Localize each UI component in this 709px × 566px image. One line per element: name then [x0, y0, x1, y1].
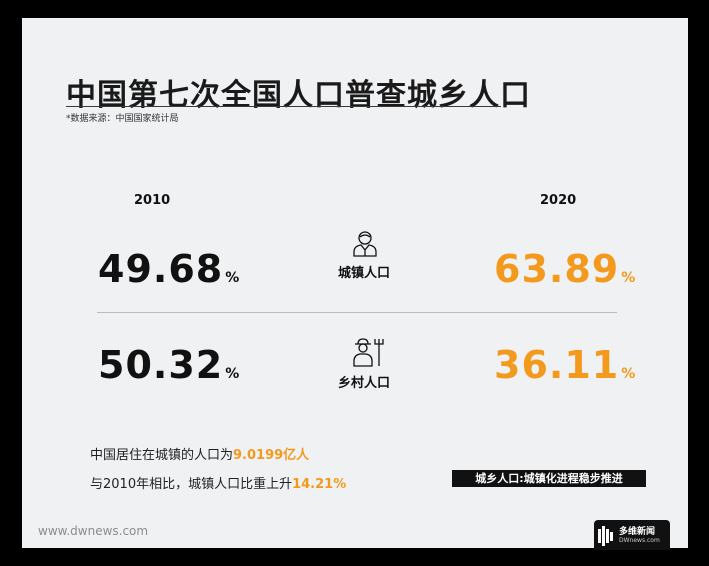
- rural-2010-value: 50.32%: [98, 346, 240, 384]
- urban-2010-number: 49.68: [98, 247, 224, 291]
- urban-2020-number: 63.89: [494, 247, 620, 291]
- row-divider: [97, 312, 617, 313]
- brand-logo[interactable]: 多维新闻 DWnews.com: [594, 520, 670, 550]
- rural-2020-value: 36.11%: [494, 346, 636, 384]
- urban-growth-fact: 与2010年相比，城镇人口比重上升14.21%: [90, 473, 346, 492]
- urban-population-label: 城镇人口: [338, 266, 391, 281]
- year-2010-header: 2010: [134, 193, 171, 208]
- percent-sign: %: [225, 366, 241, 382]
- farmer-with-pitchfork-icon: [353, 338, 384, 367]
- data-source-note: *数据来源：中国国家统计局: [66, 114, 179, 124]
- rural-2010-number: 50.32: [98, 343, 224, 387]
- percent-sign: %: [621, 270, 637, 286]
- page-title: 中国第七次全国人口普查城乡人口: [66, 78, 531, 113]
- urban-total-fact: 中国居住在城镇的人口为9.0199亿人: [90, 444, 309, 463]
- year-2020-header: 2020: [540, 193, 577, 208]
- fact-highlight: 14.21%: [292, 477, 347, 492]
- percent-sign: %: [225, 270, 241, 286]
- businessman-icon: [353, 231, 377, 257]
- brand-url: DWnews.com: [619, 537, 660, 544]
- brand-name: 多维新闻: [619, 527, 656, 537]
- fact-highlight: 9.0199亿人: [233, 448, 310, 463]
- rural-population-label: 乡村人口: [338, 376, 391, 391]
- fact-text: 中国居住在城镇的人口为: [90, 448, 234, 463]
- infographic-card: 中国第七次全国人口普查城乡人口 *数据来源：中国国家统计局 2010 2020 …: [22, 18, 688, 550]
- urban-2020-value: 63.89%: [494, 250, 636, 288]
- fact-text: 与2010年相比，城镇人口比重上升: [90, 477, 293, 492]
- dwnews-logo-icon: [598, 526, 613, 546]
- percent-sign: %: [621, 366, 637, 382]
- urban-2010-value: 49.68%: [98, 250, 240, 288]
- title-underline: [66, 106, 501, 107]
- website-url[interactable]: www.dwnews.com: [38, 524, 149, 538]
- topic-tag: 城乡人口:城镇化进程稳步推进: [452, 470, 646, 487]
- rural-2020-number: 36.11: [494, 343, 620, 387]
